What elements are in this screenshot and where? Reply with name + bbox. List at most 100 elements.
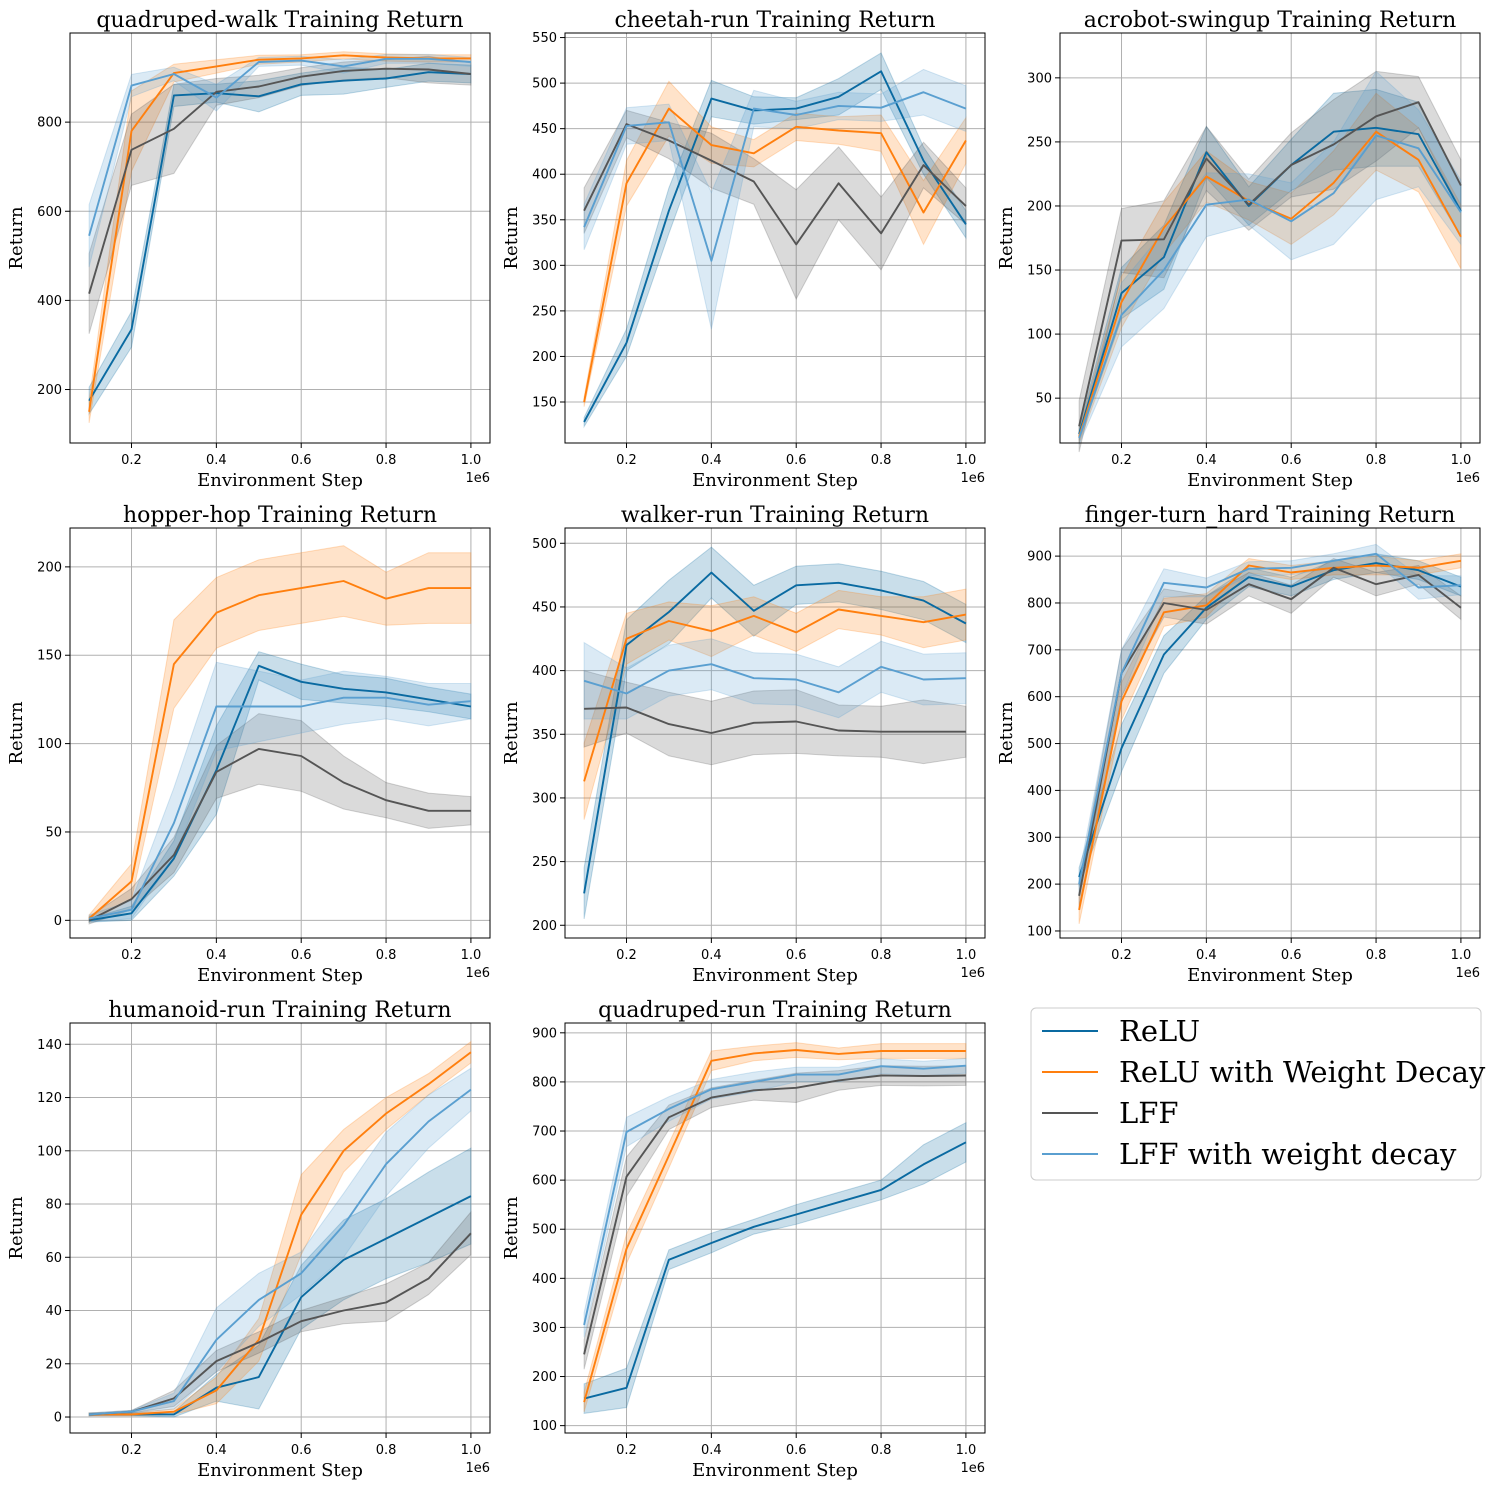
chart-title: cheetah-run Training Return xyxy=(614,8,935,33)
y-tick-label: 500 xyxy=(532,1223,557,1238)
y-tick-label: 600 xyxy=(37,205,62,220)
band-relu xyxy=(88,62,472,416)
y-tick-label: 500 xyxy=(532,77,557,92)
y-tick-label: 0 xyxy=(54,1411,62,1426)
chart-finger-turn-hard: 0.2 0.4 0.6 0.8 1.0 100 200 300 400 500 600 700 800 9… xyxy=(996,503,1481,986)
y-axis-label: Return xyxy=(6,206,27,270)
y-tick-label: 120 xyxy=(37,1091,62,1106)
y-tick-label: 400 xyxy=(37,294,62,309)
x-offset-label: 1e6 xyxy=(465,1461,490,1476)
x-tick-label: 0.6 xyxy=(786,453,807,468)
y-tick-label: 50 xyxy=(45,825,62,840)
y-tick-label: 100 xyxy=(37,1144,62,1159)
x-offset-label: 1e6 xyxy=(1455,471,1480,486)
chart-humanoid-run: 0.2 0.4 0.6 0.8 1.0 0 20 40 60 80 100 120 140 1e6 huma… xyxy=(6,998,491,1481)
x-axis-label: Environment Step xyxy=(197,965,363,986)
band-relu xyxy=(583,546,967,919)
y-tick-label: 800 xyxy=(532,1075,557,1090)
y-tick-label: 60 xyxy=(45,1251,62,1266)
x-axis-label: Environment Step xyxy=(197,470,363,491)
band-relu xyxy=(583,1121,967,1414)
x-tick-label: 1.0 xyxy=(956,1443,977,1458)
x-tick-label: 0.2 xyxy=(121,1443,142,1458)
series-line-relu xyxy=(583,1141,967,1400)
y-tick-label: 300 xyxy=(1027,71,1052,86)
y-tick-label: 250 xyxy=(532,304,557,319)
x-tick-label: 1.0 xyxy=(956,948,977,963)
series-line-lff-with-weight-decay xyxy=(583,91,967,262)
y-tick-label: 550 xyxy=(532,31,557,46)
series-line-relu xyxy=(583,571,967,894)
band-relu-with-weight-decay xyxy=(88,1040,472,1417)
series-line-relu-with-weight-decay xyxy=(89,1051,472,1416)
series-line-lff-with-weight-decay xyxy=(583,1064,966,1326)
x-tick-label: 0.8 xyxy=(871,1443,892,1458)
legend-frame xyxy=(1030,1007,1482,1181)
y-tick-label: 800 xyxy=(37,116,62,131)
x-tick-label: 0.8 xyxy=(376,1443,397,1458)
y-tick-label: 700 xyxy=(1027,643,1052,658)
x-tick-label: 0.8 xyxy=(871,453,892,468)
chart-acrobot-swingup: 0.2 0.4 0.6 0.8 1.0 50 100 150 200 250 300 1e6 acrob… xyxy=(996,8,1481,491)
x-tick-label: 1.0 xyxy=(1451,948,1472,963)
y-tick-label: 200 xyxy=(37,383,62,398)
band-relu-with-weight-decay xyxy=(1078,92,1462,444)
y-tick-label: 200 xyxy=(37,560,62,575)
y-tick-label: 700 xyxy=(532,1125,557,1140)
band-relu-with-weight-decay xyxy=(88,545,472,923)
x-tick-label: 0.4 xyxy=(701,1443,722,1458)
series-line-lff-with-weight-decay xyxy=(583,663,966,695)
band-relu-with-weight-decay xyxy=(583,80,967,407)
plot-frame xyxy=(69,1022,491,1434)
x-axis-label: Environment Step xyxy=(692,965,858,986)
y-tick-label: 50 xyxy=(1035,392,1052,407)
x-tick-label: 0.6 xyxy=(1281,453,1302,468)
y-tick-label: 500 xyxy=(532,537,557,552)
x-offset-label: 1e6 xyxy=(960,1461,985,1476)
x-tick-label: 0.8 xyxy=(1366,948,1387,963)
x-tick-label: 0.2 xyxy=(121,453,142,468)
x-offset-label: 1e6 xyxy=(960,471,985,486)
series-line-lff xyxy=(88,747,471,922)
y-tick-label: 100 xyxy=(532,1419,557,1434)
x-axis-label: Environment Step xyxy=(1187,470,1353,491)
y-tick-label: 250 xyxy=(1027,135,1052,150)
series-line-relu-with-weight-decay xyxy=(583,107,967,403)
band-lff xyxy=(1078,557,1462,908)
x-tick-label: 0.2 xyxy=(616,1443,637,1458)
legend-label-lff-with-weight-decay: LFF with weight decay xyxy=(1119,1137,1457,1171)
band-lff-with-weight-decay xyxy=(583,1057,967,1338)
x-tick-label: 0.2 xyxy=(121,948,142,963)
y-tick-label: 900 xyxy=(532,1026,557,1041)
y-tick-label: 300 xyxy=(532,1321,557,1336)
x-tick-label: 0.6 xyxy=(291,1443,312,1458)
x-tick-label: 0.6 xyxy=(786,1443,807,1458)
x-tick-label: 0.6 xyxy=(786,948,807,963)
chart-title: finger-turn_hard Training Return xyxy=(1085,503,1456,528)
y-tick-label: 100 xyxy=(1027,328,1052,343)
x-tick-label: 0.2 xyxy=(1111,453,1132,468)
y-axis-label: Return xyxy=(996,701,1017,765)
plot-frame xyxy=(564,1022,986,1434)
series-line-lff xyxy=(583,123,967,246)
x-tick-label: 0.6 xyxy=(1281,948,1302,963)
y-tick-label: 100 xyxy=(37,737,62,752)
band-lff xyxy=(583,669,967,766)
y-axis-label: Return xyxy=(6,1196,27,1260)
chart-quadruped-run: 0.2 0.4 0.6 0.8 1.0 100 200 300 400 500 600 700 800 9… xyxy=(501,998,986,1481)
y-axis-label: Return xyxy=(501,701,522,765)
charts-container: 0.2 0.4 0.6 0.8 1.02004006008001e6quadruped-… xyxy=(6,8,1481,1481)
x-tick-label: 0.2 xyxy=(616,948,637,963)
band-lff-with-weight-decay xyxy=(88,53,472,268)
x-offset-label: 1e6 xyxy=(1455,966,1480,981)
y-tick-label: 200 xyxy=(532,350,557,365)
chart-walker-run: 0.2 0.4 0.6 0.8 1.0 200 250 300 350 400 450 500 1e6 w… xyxy=(501,503,986,986)
x-tick-label: 0.2 xyxy=(616,453,637,468)
series-line-relu-with-weight-decay xyxy=(583,1049,966,1403)
series-line-lff xyxy=(1078,566,1462,896)
x-tick-label: 0.6 xyxy=(291,453,312,468)
chart-title: walker-run Training Return xyxy=(621,503,929,528)
y-tick-label: 350 xyxy=(532,728,557,743)
chart-title: quadruped-walk Training Return xyxy=(96,8,463,33)
